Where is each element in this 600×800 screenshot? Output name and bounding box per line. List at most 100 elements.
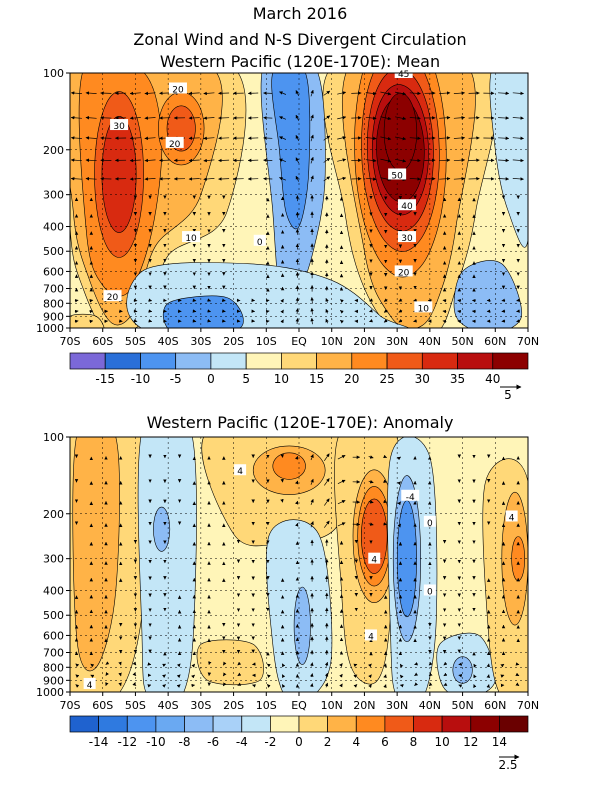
panel-mean-vector (439, 115, 451, 120)
panel-mean-vector (188, 158, 200, 163)
panel-anomaly-colorbar-label: -6 (207, 735, 219, 749)
panel-anomaly-vector (252, 684, 256, 688)
panel-mean-vector (295, 297, 300, 304)
panel-anomaly-y-tick-label: 600 (43, 629, 64, 642)
panel-anomaly-colorbar-label: -14 (89, 735, 109, 749)
panel-mean-x-tick-label: 20N (353, 335, 375, 348)
panel-anomaly-colorbar-swatch (499, 715, 529, 733)
panel-anomaly-contour-label-box (364, 629, 377, 641)
panel-anomaly-y-tick-label: 400 (43, 585, 64, 598)
panel-mean-vector (133, 298, 138, 302)
panel-anomaly-colorbar-label: 14 (492, 735, 507, 749)
panel-mean-vector (203, 158, 215, 163)
panel-anomaly-contour-label: 4 (87, 681, 93, 691)
panel-mean-vector (340, 310, 344, 314)
panel-anomaly-vector (473, 684, 477, 688)
panel-mean-y-tick-label: 200 (43, 144, 64, 157)
panel-anomaly-contour-label: 4 (509, 513, 515, 523)
panel-anomaly-x-tick-label: 10S (256, 699, 277, 712)
panel-mean-vector (144, 116, 156, 120)
panel-mean-vector (409, 136, 421, 141)
panel-mean-vector (279, 177, 287, 181)
panel-anomaly-contour-region (272, 452, 306, 480)
panel-anomaly-vector (443, 682, 448, 686)
panel-anomaly-vector (443, 672, 448, 677)
panel-mean-colorbar-swatch (386, 352, 423, 370)
panel-anomaly-vector (428, 672, 433, 677)
panel-mean-vector (340, 319, 344, 324)
panel-mean-vector (442, 319, 447, 324)
panel-anomaly-vector (443, 661, 448, 666)
panel-mean-vector (323, 157, 331, 163)
panel-mean-vector (148, 309, 153, 313)
panel-mean-vector (383, 298, 388, 302)
panel-mean-contour-region (70, 313, 105, 328)
panel-anomaly-colorbar-label: -12 (117, 735, 137, 749)
panel-anomaly-contour-label: 4 (237, 467, 243, 477)
panel-mean-vector (337, 136, 347, 140)
panel-anomaly-vector (324, 453, 330, 461)
panel-mean-colorbar-swatch (457, 352, 494, 370)
panel-anomaly-contour-label-box (505, 510, 518, 522)
panel-mean-vector (203, 116, 215, 120)
panel-mean-colorbar-label: -5 (170, 372, 182, 386)
panel-anomaly-colorbar-label: 4 (352, 735, 360, 749)
panel-mean-vector (133, 319, 138, 323)
panel-mean-vector (365, 91, 377, 96)
panel-anomaly-y-tick-label: 1000 (36, 686, 64, 699)
panel-mean-vector (310, 156, 314, 164)
panel-mean-contour-label: 50 (391, 171, 403, 181)
panel-mean-vector (218, 158, 230, 163)
panel-anomaly-y-tick-label: 700 (43, 647, 64, 660)
panel-mean-vector (70, 115, 82, 120)
panel-mean-vector (398, 319, 403, 323)
panel-mean-vector (413, 319, 417, 323)
panel-mean-vector (265, 299, 270, 303)
panel-mean-vector (512, 91, 524, 96)
panel-anomaly-colorbar-swatch (298, 715, 328, 733)
panel-mean-vector (453, 91, 466, 95)
panel-mean-contour-region (101, 115, 137, 233)
panel-anomaly-vector (90, 663, 95, 668)
panel-anomaly-contour-label-box (368, 552, 381, 564)
panel-anomaly-vector (500, 663, 505, 668)
panel-mean-vector (159, 91, 171, 96)
panel-mean-vector (129, 158, 141, 163)
panel-anomaly-colorbar-swatch (327, 715, 357, 733)
panel-mean-vector (512, 158, 524, 163)
panel-mean-vector (516, 298, 520, 302)
panel-mean-colorbar-label: 0 (207, 372, 215, 386)
panel-mean-vector (89, 309, 94, 314)
panel-anomaly-contour-region (293, 586, 311, 665)
panel-mean-vector (453, 115, 466, 120)
panel-anomaly-contour-label: 0 (427, 588, 433, 598)
panel-anomaly-colorbar-label: 0 (295, 735, 303, 749)
figure-title-main: Zonal Wind and N-S Divergent Circulation (133, 30, 466, 49)
panel-mean-y-tick-label: 900 (43, 310, 64, 323)
panel-mean-vector (280, 298, 284, 303)
panel-anomaly-vector (397, 523, 401, 528)
panel-anomaly-vector (399, 663, 404, 668)
panel-mean-vector (310, 297, 314, 304)
panel-anomaly-vector (414, 672, 419, 676)
panel-anomaly-vector (339, 673, 343, 678)
panel-anomaly-x-tick-label: 70N (517, 699, 539, 712)
panel-anomaly-contour-label-box (83, 677, 96, 689)
panel-mean-contour-label-box (165, 136, 184, 148)
panel-anomaly-vector (310, 498, 314, 506)
panel-anomaly-vector (295, 500, 299, 505)
panel-anomaly-vector (337, 479, 346, 485)
panel-mean-vector (192, 319, 197, 323)
panel-anomaly-vector (75, 674, 80, 678)
panel-mean-vector (512, 116, 524, 120)
panel-mean-vector (295, 90, 300, 97)
panel-anomaly-vector (368, 663, 372, 668)
panel-mean-contour-label: 20 (172, 85, 184, 95)
panel-mean-vector (221, 298, 226, 302)
panel-anomaly-vector (266, 674, 271, 679)
panel-mean-contour-label-box (110, 119, 129, 131)
panel-mean-colorbar-swatch (492, 352, 529, 370)
panel-mean-vector (310, 307, 314, 315)
panel-mean-vector (380, 158, 392, 163)
panel-mean-vector (501, 298, 506, 302)
